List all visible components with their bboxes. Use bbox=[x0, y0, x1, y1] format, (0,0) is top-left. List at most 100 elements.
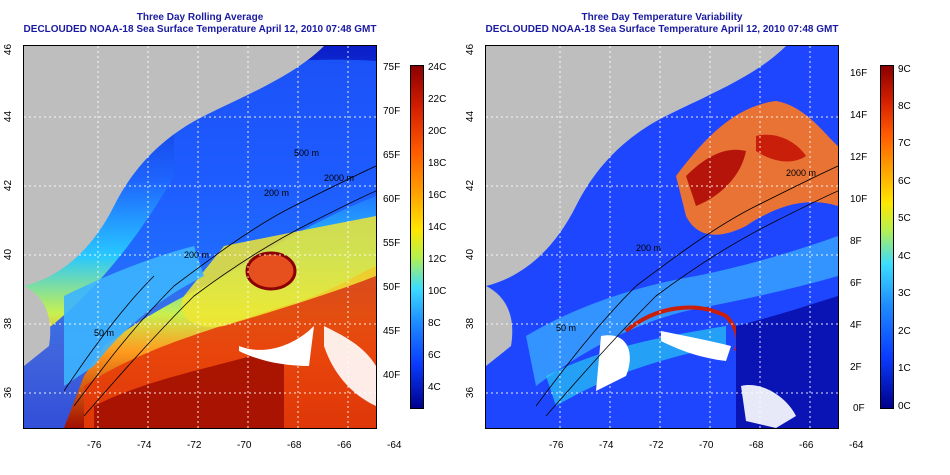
right-lat-tick: 46 bbox=[465, 43, 477, 56]
left-contour-label: 200 m bbox=[264, 188, 289, 198]
right-cb-f-label: 12F bbox=[850, 152, 868, 163]
right-cb-c-label: 5C bbox=[898, 213, 911, 224]
right-lat-tick: 36 bbox=[465, 386, 477, 399]
right-cb-c-label: 7C bbox=[898, 138, 911, 149]
left-cb-c-label: 8C bbox=[428, 318, 441, 329]
left-lon-tick: -64 bbox=[387, 440, 402, 451]
left-cb-c-label: 16C bbox=[428, 190, 447, 201]
left-cb-c-label: 4C bbox=[428, 382, 441, 393]
left-map-title-line1: Three Day Rolling Average bbox=[136, 12, 264, 23]
left-cb-c-label: 10C bbox=[428, 286, 447, 297]
right-nodata-patch-3 bbox=[741, 385, 796, 428]
left-map-title-line2: DECLOUDED NOAA-18 Sea Surface Temperatur… bbox=[23, 24, 377, 35]
right-colorbar bbox=[880, 65, 894, 409]
right-cb-c-label: 1C bbox=[898, 363, 911, 374]
right-cb-c-label: 2C bbox=[898, 326, 911, 337]
right-cb-f-label: 6F bbox=[850, 278, 862, 289]
right-cb-c-label: 3C bbox=[898, 288, 911, 299]
left-cb-f-label: 70F bbox=[383, 106, 401, 117]
right-lat-tick: 40 bbox=[465, 248, 477, 261]
left-cb-c-label: 12C bbox=[428, 254, 447, 265]
right-lon-tick: -70 bbox=[699, 440, 714, 451]
left-contour-label: 500 m bbox=[294, 148, 319, 158]
right-cb-c-label: 8C bbox=[898, 101, 911, 112]
right-cb-f-label: 4F bbox=[850, 320, 862, 331]
right-cb-f-label: 8F bbox=[850, 236, 862, 247]
left-contour-label: 2000 m bbox=[324, 173, 354, 183]
left-sst-image: 200 m 200 m 50 m 500 m 2000 m bbox=[24, 46, 376, 428]
left-lon-tick: -74 bbox=[137, 440, 152, 451]
left-cb-c-label: 14C bbox=[428, 222, 447, 233]
left-lon-tick: -66 bbox=[337, 440, 352, 451]
left-lon-tick: -70 bbox=[237, 440, 252, 451]
left-cb-c-label: 18C bbox=[428, 158, 447, 169]
right-cb-f-label: 14F bbox=[850, 110, 868, 121]
left-shelf-water bbox=[64, 246, 204, 386]
left-contour-label: 200 m bbox=[184, 250, 209, 260]
right-lon-tick: -64 bbox=[849, 440, 864, 451]
left-cb-f-label: 75F bbox=[383, 62, 401, 73]
left-cb-c-label: 24C bbox=[428, 62, 447, 73]
left-cloud-patch bbox=[239, 326, 314, 366]
left-cb-c-label: 6C bbox=[428, 350, 441, 361]
left-cb-f-label: 65F bbox=[383, 150, 401, 161]
right-cb-f-label: 10F bbox=[850, 194, 868, 205]
left-cb-f-label: 50F bbox=[383, 282, 401, 293]
right-cb-f-label: 2F bbox=[850, 362, 862, 373]
right-cb-c-label: 6C bbox=[898, 176, 911, 187]
right-contour-label: 50 m bbox=[556, 323, 576, 333]
left-cloud-patch-2 bbox=[324, 326, 376, 406]
left-cb-f-label: 55F bbox=[383, 238, 401, 249]
right-lon-tick: -68 bbox=[749, 440, 764, 451]
left-lat-tick: 46 bbox=[3, 43, 15, 56]
left-gridlines bbox=[24, 46, 376, 428]
left-map-title: Three Day Rolling Average DECLOUDED NOAA… bbox=[20, 12, 380, 36]
right-cb-f-label: 16F bbox=[850, 68, 868, 79]
left-warm-core-ring bbox=[245, 251, 297, 291]
right-contour-label: 2000 m bbox=[786, 168, 816, 178]
right-gridlines bbox=[486, 46, 838, 428]
right-lon-tick: -72 bbox=[649, 440, 664, 451]
right-high-variability-core bbox=[686, 149, 746, 206]
right-lat-tick: 44 bbox=[465, 110, 477, 123]
left-contour-label: 50 m bbox=[94, 328, 114, 338]
left-gulf-stream-core bbox=[94, 346, 284, 428]
left-land-south bbox=[24, 286, 51, 366]
right-contour-label: 200 m bbox=[636, 243, 661, 253]
right-land-south bbox=[486, 286, 513, 366]
right-cb-c-label: 9C bbox=[898, 64, 911, 75]
left-lon-tick: -68 bbox=[287, 440, 302, 451]
right-lon-tick: -66 bbox=[799, 440, 814, 451]
right-cb-c-label: 4C bbox=[898, 251, 911, 262]
left-sst-map: 200 m 200 m 50 m 500 m 2000 m bbox=[23, 45, 377, 429]
right-lat-tick: 38 bbox=[465, 317, 477, 330]
left-cb-c-label: 22C bbox=[428, 94, 447, 105]
right-variability-map: 200 m 50 m 2000 m bbox=[485, 45, 839, 429]
right-map-title-line1: Three Day Temperature Variability bbox=[581, 12, 743, 23]
left-lat-tick: 38 bbox=[3, 317, 15, 330]
right-variability-image: 200 m 50 m 2000 m bbox=[486, 46, 838, 428]
right-high-variability bbox=[676, 101, 838, 235]
left-cb-f-label: 40F bbox=[383, 370, 401, 381]
right-nodata-patch-2 bbox=[661, 331, 731, 361]
right-map-title-line2: DECLOUDED NOAA-18 Sea Surface Temperatur… bbox=[485, 24, 839, 35]
right-contour-labels: 200 m 50 m 2000 m bbox=[556, 168, 816, 333]
left-lon-tick: -76 bbox=[87, 440, 102, 451]
left-lat-tick: 42 bbox=[3, 179, 15, 192]
left-colorbar bbox=[410, 65, 424, 409]
right-bathymetry-contours bbox=[535, 165, 838, 417]
right-map-title: Three Day Temperature Variability DECLOU… bbox=[482, 12, 842, 36]
left-cb-f-label: 45F bbox=[383, 326, 401, 337]
left-lat-tick: 40 bbox=[3, 248, 15, 261]
left-cb-f-label: 60F bbox=[383, 194, 401, 205]
left-cb-c-label: 20C bbox=[428, 126, 447, 137]
right-lat-tick: 42 bbox=[465, 179, 477, 192]
left-lat-tick: 36 bbox=[3, 386, 15, 399]
right-high-variability-core-2 bbox=[756, 134, 806, 162]
left-bathymetry-contours bbox=[63, 165, 376, 417]
left-lat-tick: 44 bbox=[3, 110, 15, 123]
left-contour-labels: 200 m 200 m 50 m 500 m 2000 m bbox=[94, 148, 354, 338]
right-nodata-patch bbox=[596, 335, 630, 391]
right-land bbox=[486, 46, 786, 286]
right-cb-f-label: 0F bbox=[853, 403, 865, 414]
